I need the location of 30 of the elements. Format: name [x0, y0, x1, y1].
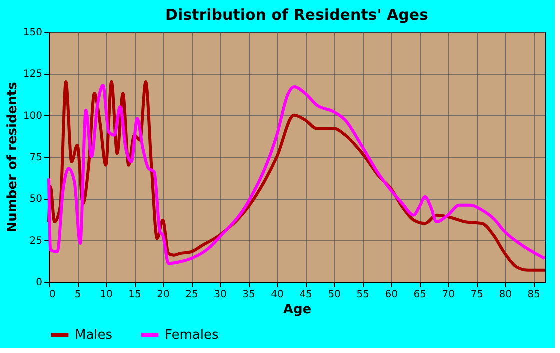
x-tick-label: 80: [499, 290, 512, 300]
y-tick-label: 50: [30, 194, 42, 206]
x-tick-label: 20: [157, 290, 170, 300]
x-tick-label: 15: [128, 290, 142, 300]
legend-label: Males: [75, 328, 113, 343]
x-tick-label: 65: [414, 290, 426, 300]
y-tick-label: 100: [23, 110, 42, 122]
x-tick-label: 55: [356, 290, 370, 300]
legend-label: Females: [165, 328, 220, 343]
x-tick-label: 5: [74, 290, 82, 300]
y-axis-title: Number of residents: [5, 82, 20, 233]
x-axis-title: Age: [283, 302, 312, 318]
x-tick-label: 85: [528, 290, 540, 300]
y-tick-label: 75: [30, 152, 42, 164]
x-tick-label: 25: [186, 290, 198, 300]
x-tick-label: 40: [271, 290, 284, 300]
x-tick-label: 10: [100, 290, 113, 300]
chart-title: Distribution of Residents' Ages: [166, 6, 429, 24]
x-tick-label: 75: [470, 290, 484, 300]
y-tick-label: 125: [23, 69, 42, 80]
x-tick-label: 70: [442, 290, 455, 300]
y-tick-label: 25: [30, 236, 42, 247]
x-tick-label: 50: [328, 290, 341, 300]
x-tick-label: 0: [50, 290, 56, 300]
x-tick-label: 45: [300, 290, 312, 300]
x-tick-label: 35: [242, 290, 256, 300]
x-tick-label: 30: [214, 290, 227, 300]
y-tick-label: 150: [23, 28, 42, 38]
x-tick-label: 60: [385, 290, 398, 300]
y-tick-label: 0: [36, 278, 42, 288]
